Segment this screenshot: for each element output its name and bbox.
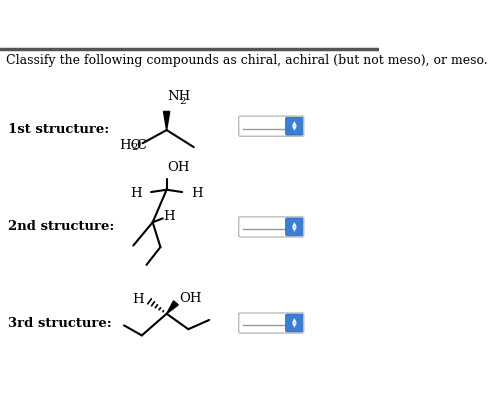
Text: 2: 2 (131, 143, 138, 152)
Text: ▼: ▼ (291, 227, 296, 232)
Polygon shape (166, 301, 178, 314)
Text: ▲: ▲ (291, 122, 296, 126)
Text: NH: NH (167, 90, 190, 103)
Text: 2nd structure:: 2nd structure: (8, 220, 114, 234)
Text: H: H (130, 187, 142, 200)
Text: 1st structure:: 1st structure: (8, 123, 109, 136)
Text: 3rd structure:: 3rd structure: (8, 316, 111, 330)
Text: H: H (163, 210, 175, 222)
Text: ▼: ▼ (291, 126, 296, 131)
Text: H: H (191, 187, 203, 200)
Text: OH: OH (167, 161, 189, 174)
Text: ▼: ▼ (291, 323, 296, 328)
Text: OH: OH (179, 292, 201, 305)
FancyBboxPatch shape (238, 217, 303, 237)
Text: ▲: ▲ (291, 222, 296, 227)
FancyBboxPatch shape (285, 117, 302, 135)
FancyBboxPatch shape (238, 116, 303, 136)
Polygon shape (163, 112, 169, 130)
Text: 2: 2 (180, 97, 186, 106)
Text: C: C (136, 139, 146, 152)
Text: Classify the following compounds as chiral, achiral (but not meso), or meso.: Classify the following compounds as chir… (6, 54, 487, 67)
FancyBboxPatch shape (285, 218, 302, 236)
Text: ▲: ▲ (291, 318, 296, 323)
Text: HO: HO (119, 139, 142, 152)
Text: H: H (131, 293, 143, 306)
FancyBboxPatch shape (238, 313, 303, 333)
FancyBboxPatch shape (285, 314, 302, 332)
